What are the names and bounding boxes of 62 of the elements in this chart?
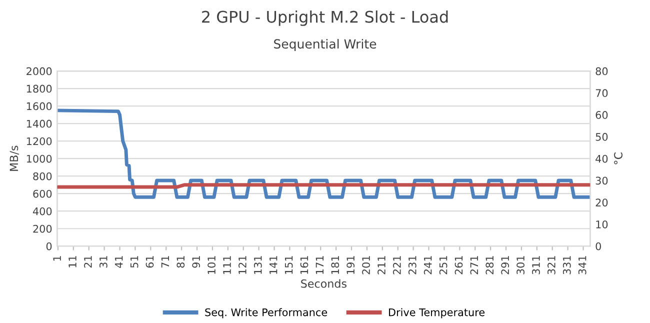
y-tick-label: 1600 (26, 102, 52, 110)
x-tick-label: 71 (161, 256, 169, 268)
x-tick-label: 101 (208, 256, 216, 274)
x-tick-label: 221 (393, 256, 401, 274)
x-tick-label: 111 (223, 256, 231, 274)
legend-label: Drive Temperature (389, 308, 485, 318)
x-tick-label: 21 (84, 256, 92, 268)
y2-tick-label: 0 (596, 242, 601, 250)
y2-axis-title: °C (614, 152, 622, 164)
x-tick-label: 191 (346, 256, 355, 274)
y2-tick-label: 40 (596, 154, 608, 163)
y2-tick-label: 10 (596, 220, 608, 228)
x-tick-label: 161 (300, 256, 308, 274)
x-tick-label: 1 (53, 256, 61, 261)
x-tick-label: 61 (146, 256, 154, 268)
y-tick-label: 1000 (26, 154, 52, 163)
y2-tick-label: 70 (596, 89, 608, 98)
x-tick-label: 31 (99, 256, 108, 268)
x-tick-label: 331 (562, 256, 571, 274)
x-tick-label: 151 (284, 256, 293, 274)
x-tick-label: 51 (130, 256, 138, 268)
y2-tick-label: 30 (596, 176, 608, 185)
x-tick-label: 301 (516, 256, 524, 274)
y2-tick-label: 50 (596, 132, 608, 141)
x-tick-label: 261 (454, 256, 463, 274)
x-tick-label: 241 (424, 256, 432, 274)
x-tick-label: 211 (378, 256, 386, 274)
x-tick-label: 41 (115, 256, 123, 268)
legend-label: Seq. Write Performance (205, 308, 328, 318)
chart-subtitle: Sequential Write (274, 38, 376, 52)
x-tick-label: 181 (331, 256, 340, 274)
x-tick-label: 311 (532, 256, 540, 274)
x-tick-label: 251 (439, 256, 448, 274)
x-tick-label: 291 (501, 256, 510, 274)
x-tick-label: 11 (68, 256, 76, 268)
y2-tick-label: 60 (596, 111, 608, 119)
x-tick-label: 341 (578, 256, 586, 274)
x-tick-label: 271 (470, 256, 478, 274)
y-tick-label: 1800 (26, 84, 52, 93)
x-axis-title: Seconds (301, 279, 346, 288)
x-tick-label: 121 (238, 256, 246, 274)
x-tick-label: 321 (547, 256, 556, 274)
y2-tick-label: 80 (596, 67, 608, 76)
y2-tick-label: 20 (596, 198, 608, 206)
x-tick-label: 231 (408, 256, 416, 274)
y-tick-label: 800 (33, 172, 52, 180)
x-tick-label: 281 (486, 256, 494, 274)
y-tick-label: 600 (33, 190, 52, 198)
y-axis-title: MB/s (10, 146, 19, 171)
y-tick-label: 1400 (26, 120, 52, 128)
x-tick-label: 81 (176, 256, 185, 268)
x-tick-label: 201 (362, 256, 370, 274)
y-tick-label: 0 (46, 242, 52, 250)
x-tick-label: 171 (316, 256, 324, 274)
y-tick-label: 200 (33, 224, 52, 233)
x-tick-label: 91 (192, 256, 200, 268)
y-tick-label: 1200 (26, 137, 52, 146)
y-tick-label: 2000 (26, 67, 52, 76)
y-tick-label: 400 (32, 207, 52, 216)
x-tick-label: 141 (270, 256, 278, 274)
x-tick-label: 131 (254, 256, 262, 274)
chart-title: 2 GPU - Upright M.2 Slot - Load (202, 10, 448, 26)
